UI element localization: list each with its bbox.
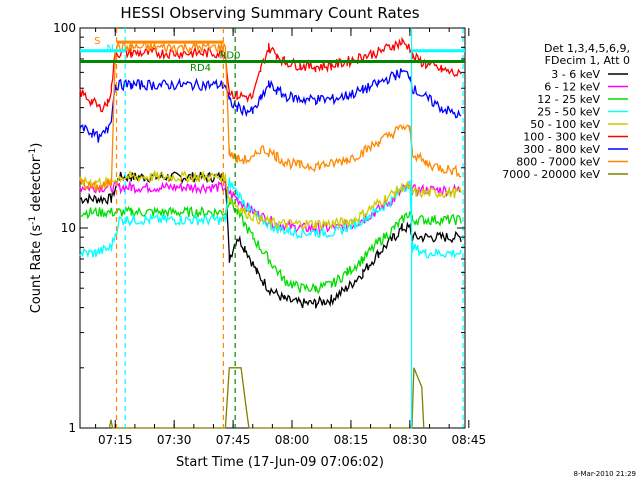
x-tick-label-1: 07:30	[157, 433, 192, 447]
series-line-0	[79, 170, 462, 309]
x-tick-label-2: 07:45	[216, 433, 251, 447]
legend-item-label-7: 800 - 7000 keV	[516, 156, 600, 169]
x-tick-label-6: 08:45	[452, 433, 487, 447]
legend-header-line1: Det 1,3,4,5,6,9,	[544, 42, 630, 55]
series-line-4	[79, 170, 462, 231]
x-tick-label-3: 08:00	[275, 433, 310, 447]
x-tick-label-4: 08:15	[334, 433, 369, 447]
series-line-5	[79, 36, 462, 113]
legend-item-label-0: 3 - 6 keV	[551, 68, 600, 81]
y-axis-label-sup: -1	[28, 216, 38, 225]
y-tick-label-1: 10	[61, 221, 76, 235]
annotation-rd0-label: RD0	[219, 51, 240, 62]
legend-item-label-5: 100 - 300 keV	[523, 131, 600, 144]
legend-item-label-8: 7000 - 20000 keV	[502, 168, 600, 181]
x-tick-label-0: 07:15	[98, 433, 133, 447]
y-axis-label-sup2: -1	[28, 148, 38, 157]
series-line-7	[79, 40, 462, 192]
series-layer	[79, 36, 462, 429]
annotation-rd4-label: RD4	[190, 63, 211, 74]
annotation-n-label: N	[106, 43, 113, 54]
chart-title: HESSI Observing Summary Count Rates	[120, 4, 419, 22]
y-axis-label-end: detector	[29, 156, 44, 216]
series-line-6	[79, 68, 462, 143]
legend-header-line2: FDecim 1, Att 0	[545, 54, 630, 67]
legend: Det 1,3,4,5,6,9, FDecim 1, Att 0 3 - 6 k…	[502, 42, 630, 181]
y-axis-label-close: )	[29, 143, 44, 148]
legend-item-label-6: 300 - 800 keV	[523, 143, 600, 156]
legend-item-label-2: 12 - 25 keV	[537, 93, 600, 106]
y-tick-label-0: 1	[68, 421, 76, 435]
legend-item-label-3: 25 - 50 keV	[537, 106, 600, 119]
footer-timestamp: 8-Mar-2010 21:29	[574, 470, 636, 478]
legend-item-label-1: 6 - 12 keV	[544, 81, 600, 94]
series-line-8	[108, 367, 425, 429]
y-axis-label: Count Rate (s-1 detector-1)	[28, 143, 44, 314]
y-tick-label-2: 100	[53, 21, 76, 35]
annotation-s-label: S	[94, 36, 100, 47]
tick-layer: 07:15 07:30 07:45 08:00 08:15 08:30 08:45 1 10 10…	[53, 21, 486, 447]
x-tick-label-5: 08:30	[393, 433, 428, 447]
legend-item-label-4: 50 - 100 keV	[530, 118, 600, 131]
x-axis-label: Start Time (17-Jun-09 07:06:02)	[176, 455, 384, 470]
y-axis-label-main: Count Rate (s	[29, 225, 44, 314]
series-line-2	[80, 198, 462, 295]
